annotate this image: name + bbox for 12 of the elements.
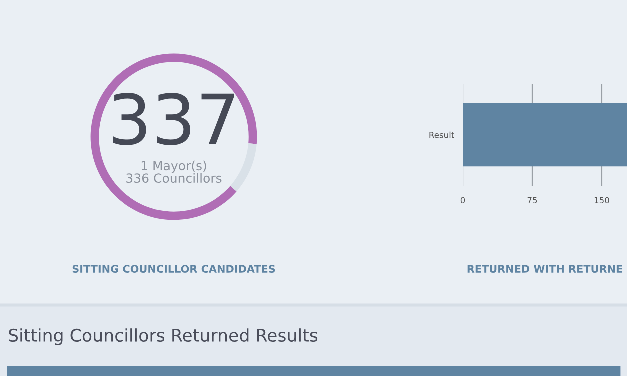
- text: SITTING COUNCILLOR CANDIDATES: [72, 265, 276, 274]
- x-tick-label: 0: [460, 197, 466, 204]
- text: Sitting Councillors Returned Results: [9, 328, 318, 346]
- text: 1 Mayor(s): [142, 160, 206, 173]
- x-tick-label: 75: [528, 197, 538, 204]
- text: 336 Councillors: [126, 173, 222, 184]
- donut-slice: [90, 54, 258, 220]
- x-tick-label: 150: [594, 197, 610, 204]
- donut-slice: [230, 144, 257, 192]
- text: RETURNED WITH RETURNE: [468, 265, 622, 274]
- y-tick-label: Result: [430, 132, 454, 138]
- text: 337: [113, 92, 234, 146]
